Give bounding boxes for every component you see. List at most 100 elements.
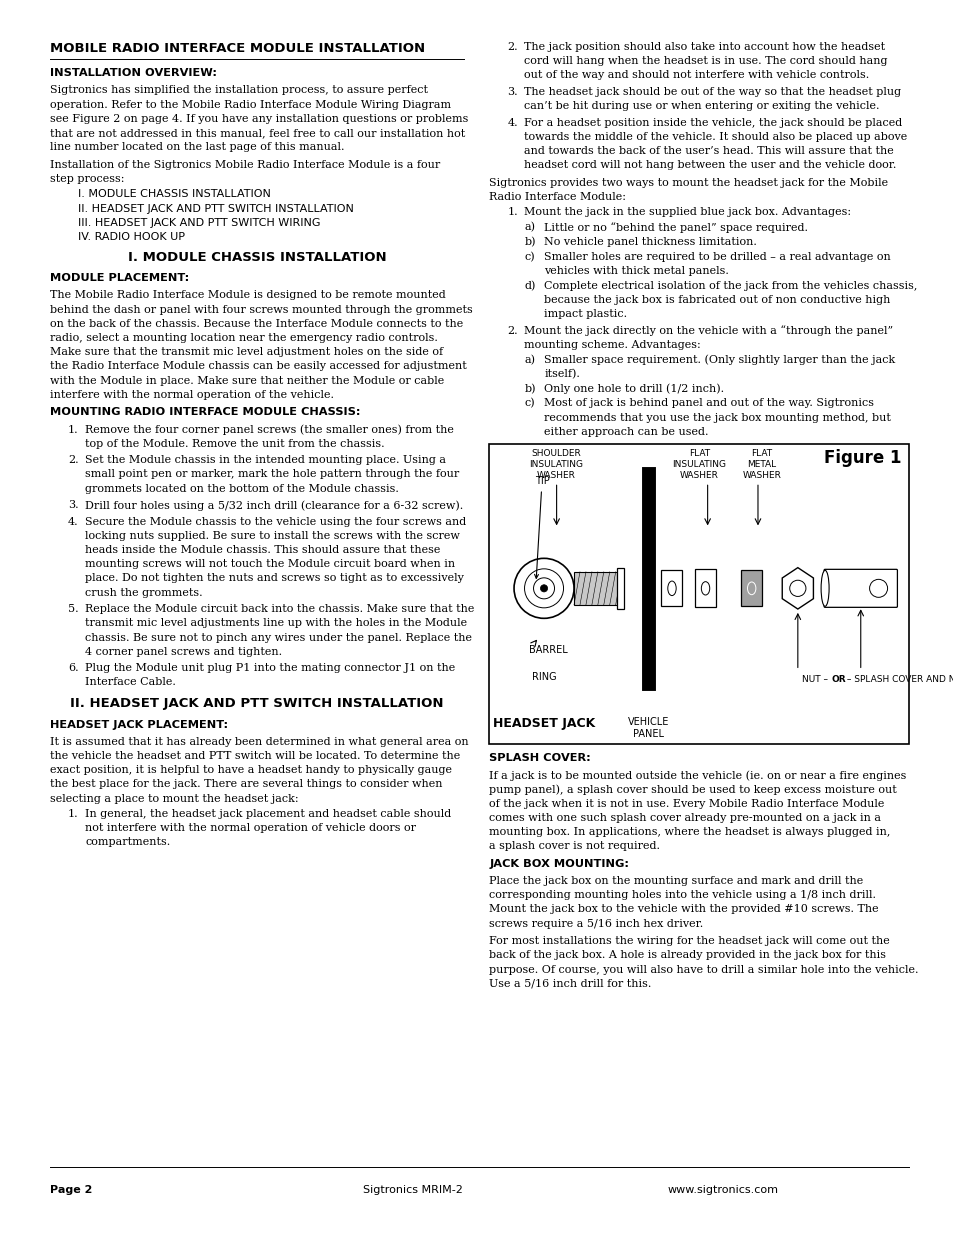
Text: see Figure 2 on page 4. If you have any installation questions or problems: see Figure 2 on page 4. If you have any … bbox=[50, 114, 468, 124]
Text: 2.: 2. bbox=[68, 456, 78, 466]
Text: Remove the four corner panel screws (the smaller ones) from the: Remove the four corner panel screws (the… bbox=[85, 425, 454, 435]
Text: line number located on the last page of this manual.: line number located on the last page of … bbox=[50, 142, 344, 152]
Text: 4.: 4. bbox=[507, 117, 517, 127]
Text: behind the dash or panel with four screws mounted through the grommets: behind the dash or panel with four screw… bbox=[50, 305, 473, 315]
Text: MODULE PLACEMENT:: MODULE PLACEMENT: bbox=[50, 273, 189, 283]
Text: SPLASH COVER:: SPLASH COVER: bbox=[489, 753, 591, 763]
Text: mounting screws will not touch the Module circuit board when in: mounting screws will not touch the Modul… bbox=[85, 559, 455, 569]
Text: screws require a 5/16 inch hex driver.: screws require a 5/16 inch hex driver. bbox=[489, 919, 703, 929]
Text: BARREL: BARREL bbox=[529, 646, 567, 656]
Text: b): b) bbox=[524, 384, 536, 394]
Text: Make sure that the transmit mic level adjustment holes on the side of: Make sure that the transmit mic level ad… bbox=[50, 347, 442, 357]
Text: heads inside the Module chassis. This should assure that these: heads inside the Module chassis. This sh… bbox=[85, 545, 440, 555]
Text: IV. RADIO HOOK UP: IV. RADIO HOOK UP bbox=[78, 232, 185, 242]
Text: Mount the jack directly on the vehicle with a “through the panel”: Mount the jack directly on the vehicle w… bbox=[524, 326, 893, 336]
Text: FLAT
INSULATING
WASHER: FLAT INSULATING WASHER bbox=[672, 450, 725, 480]
Text: top of the Module. Remove the unit from the chassis.: top of the Module. Remove the unit from … bbox=[85, 438, 384, 448]
Text: headset cord will not hang between the user and the vehicle door.: headset cord will not hang between the u… bbox=[524, 161, 896, 170]
Text: and towards the back of the user’s head. This will assure that the: and towards the back of the user’s head.… bbox=[524, 146, 893, 156]
Text: that are not addressed in this manual, feel free to call our installation hot: that are not addressed in this manual, f… bbox=[50, 128, 465, 138]
Text: b): b) bbox=[524, 237, 536, 247]
Ellipse shape bbox=[821, 571, 828, 606]
Text: vehicles with thick metal panels.: vehicles with thick metal panels. bbox=[544, 266, 729, 275]
Text: Sigtronics provides two ways to mount the headset jack for the Mobile: Sigtronics provides two ways to mount th… bbox=[489, 178, 887, 188]
Text: either approach can be used.: either approach can be used. bbox=[544, 427, 708, 437]
Text: purpose. Of course, you will also have to drill a similar hole into the vehicle.: purpose. Of course, you will also have t… bbox=[489, 965, 918, 974]
Text: c): c) bbox=[524, 252, 535, 262]
Text: 5.: 5. bbox=[68, 604, 78, 614]
Text: The jack position should also take into account how the headset: The jack position should also take into … bbox=[524, 42, 884, 52]
Text: on the back of the chassis. Because the Interface Module connects to the: on the back of the chassis. Because the … bbox=[50, 319, 463, 329]
Text: Only one hole to drill (1/2 inch).: Only one hole to drill (1/2 inch). bbox=[544, 384, 724, 394]
Text: If a jack is to be mounted outside the vehicle (ie. on or near a fire engines: If a jack is to be mounted outside the v… bbox=[489, 771, 906, 781]
Text: Plug the Module unit plug P1 into the mating connector J1 on the: Plug the Module unit plug P1 into the ma… bbox=[85, 663, 455, 673]
Text: compartments.: compartments. bbox=[85, 837, 170, 847]
Bar bbox=[740, 571, 761, 606]
Text: 2.: 2. bbox=[507, 326, 517, 336]
Text: – SPLASH COVER AND NUT: – SPLASH COVER AND NUT bbox=[843, 676, 953, 684]
Text: with the Module in place. Make sure that neither the Module or cable: with the Module in place. Make sure that… bbox=[50, 375, 444, 385]
Text: not interfere with the normal operation of vehicle doors or: not interfere with the normal operation … bbox=[85, 824, 416, 834]
Text: RING: RING bbox=[531, 672, 556, 682]
Text: Use a 5/16 inch drill for this.: Use a 5/16 inch drill for this. bbox=[489, 979, 651, 989]
Text: the Radio Interface Module chassis can be easily accessed for adjustment: the Radio Interface Module chassis can b… bbox=[50, 362, 466, 372]
Text: INSTALLATION OVERVIEW:: INSTALLATION OVERVIEW: bbox=[50, 68, 216, 78]
Text: The Mobile Radio Interface Module is designed to be remote mounted: The Mobile Radio Interface Module is des… bbox=[50, 290, 445, 300]
Text: 3.: 3. bbox=[507, 86, 517, 96]
Text: 4.: 4. bbox=[68, 516, 78, 526]
Text: Sigtronics has simplified the installation process, to assure perfect: Sigtronics has simplified the installati… bbox=[50, 85, 428, 95]
Text: II. HEADSET JACK AND PTT SWITCH INSTALLATION: II. HEADSET JACK AND PTT SWITCH INSTALLA… bbox=[78, 204, 354, 214]
Text: No vehicle panel thickness limitation.: No vehicle panel thickness limitation. bbox=[544, 237, 757, 247]
Text: Secure the Module chassis to the vehicle using the four screws and: Secure the Module chassis to the vehicle… bbox=[85, 516, 466, 526]
Text: corresponding mounting holes into the vehicle using a 1/8 inch drill.: corresponding mounting holes into the ve… bbox=[489, 890, 876, 900]
Text: Interface Cable.: Interface Cable. bbox=[85, 678, 175, 688]
Text: d): d) bbox=[524, 280, 536, 291]
Text: Sigtronics MRIM-2: Sigtronics MRIM-2 bbox=[362, 1186, 462, 1195]
Text: MOUNTING RADIO INTERFACE MODULE CHASSIS:: MOUNTING RADIO INTERFACE MODULE CHASSIS: bbox=[50, 408, 360, 417]
Text: 1.: 1. bbox=[68, 809, 78, 819]
Polygon shape bbox=[781, 568, 813, 609]
Text: VEHICLE
PANEL: VEHICLE PANEL bbox=[628, 718, 669, 740]
Text: grommets located on the bottom of the Module chassis.: grommets located on the bottom of the Mo… bbox=[85, 484, 398, 494]
Text: JACK BOX MOUNTING:: JACK BOX MOUNTING: bbox=[489, 860, 629, 869]
FancyBboxPatch shape bbox=[823, 569, 897, 608]
Text: For most installations the wiring for the headset jack will come out the: For most installations the wiring for th… bbox=[489, 936, 889, 946]
Text: out of the way and should not interfere with vehicle controls.: out of the way and should not interfere … bbox=[524, 70, 869, 80]
Text: 2.: 2. bbox=[507, 42, 517, 52]
Text: Mount the jack box to the vehicle with the provided #10 screws. The: Mount the jack box to the vehicle with t… bbox=[489, 904, 879, 914]
Text: SHOULDER
INSULATING
WASHER: SHOULDER INSULATING WASHER bbox=[529, 450, 583, 480]
Text: transmit mic level adjustments line up with the holes in the Module: transmit mic level adjustments line up w… bbox=[85, 619, 467, 629]
Text: Mount the jack in the supplied blue jack box. Advantages:: Mount the jack in the supplied blue jack… bbox=[524, 207, 851, 217]
Text: interfere with the normal operation of the vehicle.: interfere with the normal operation of t… bbox=[50, 390, 334, 400]
Text: pump panel), a splash cover should be used to keep excess moisture out: pump panel), a splash cover should be us… bbox=[489, 784, 897, 795]
Text: Installation of the Sigtronics Mobile Radio Interface Module is a four: Installation of the Sigtronics Mobile Ra… bbox=[50, 159, 439, 170]
Text: 3.: 3. bbox=[68, 500, 78, 510]
Text: OR: OR bbox=[830, 676, 845, 684]
Text: MOBILE RADIO INTERFACE MODULE INSTALLATION: MOBILE RADIO INTERFACE MODULE INSTALLATI… bbox=[50, 42, 425, 56]
Text: can’t be hit during use or when entering or exiting the vehicle.: can’t be hit during use or when entering… bbox=[524, 101, 879, 111]
Text: II. HEADSET JACK AND PTT SWITCH INSTALLATION: II. HEADSET JACK AND PTT SWITCH INSTALLA… bbox=[71, 698, 443, 710]
Bar bbox=[660, 571, 681, 606]
Text: mounting scheme. Advantages:: mounting scheme. Advantages: bbox=[524, 340, 700, 350]
Text: Replace the Module circuit back into the chassis. Make sure that the: Replace the Module circuit back into the… bbox=[85, 604, 474, 614]
Text: back of the jack box. A hole is already provided in the jack box for this: back of the jack box. A hole is already … bbox=[489, 951, 885, 961]
Text: Radio Interface Module:: Radio Interface Module: bbox=[489, 191, 626, 203]
Text: locking nuts supplied. Be sure to install the screws with the screw: locking nuts supplied. Be sure to instal… bbox=[85, 531, 459, 541]
Text: III. HEADSET JACK AND PTT SWITCH WIRING: III. HEADSET JACK AND PTT SWITCH WIRING bbox=[78, 217, 320, 228]
Ellipse shape bbox=[667, 582, 676, 595]
Text: comes with one such splash cover already pre-mounted on a jack in a: comes with one such splash cover already… bbox=[489, 813, 881, 823]
Ellipse shape bbox=[700, 582, 709, 595]
Text: mounting box. In applications, where the headset is always plugged in,: mounting box. In applications, where the… bbox=[489, 827, 890, 837]
Text: NUT –: NUT – bbox=[801, 676, 830, 684]
Circle shape bbox=[539, 584, 547, 592]
Text: For a headset position inside the vehicle, the jack should be placed: For a headset position inside the vehicl… bbox=[524, 117, 902, 127]
Text: www.sigtronics.com: www.sigtronics.com bbox=[667, 1186, 778, 1195]
Text: itself).: itself). bbox=[544, 369, 579, 379]
Text: small point pen or marker, mark the hole pattern through the four: small point pen or marker, mark the hole… bbox=[85, 469, 458, 479]
Text: 1.: 1. bbox=[507, 207, 517, 217]
Text: impact plastic.: impact plastic. bbox=[544, 309, 627, 319]
Text: exact position, it is helpful to have a headset handy to physically gauge: exact position, it is helpful to have a … bbox=[50, 766, 452, 776]
Bar bbox=[616, 568, 623, 609]
Text: I. MODULE CHASSIS INSTALLATION: I. MODULE CHASSIS INSTALLATION bbox=[78, 189, 271, 200]
Text: 6.: 6. bbox=[68, 663, 78, 673]
